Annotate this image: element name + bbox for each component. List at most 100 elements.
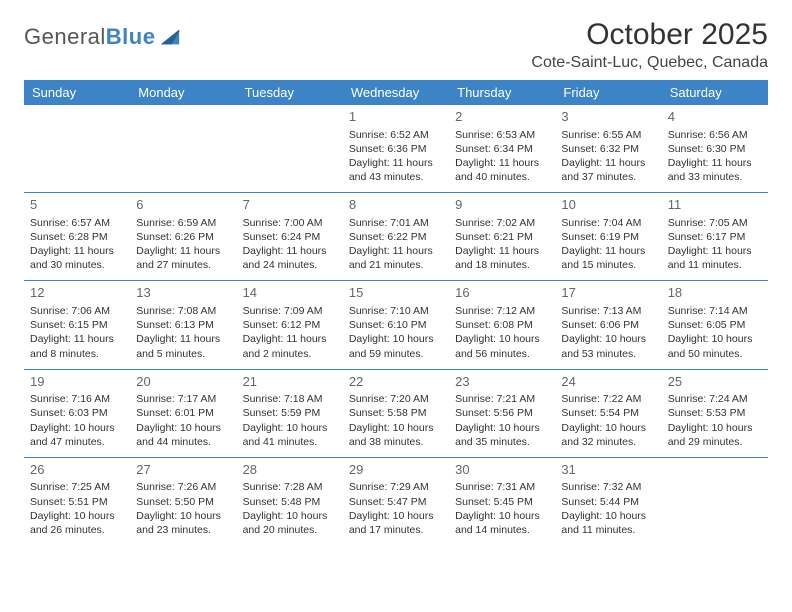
day-header: Wednesday (343, 80, 449, 105)
sunset-text: Sunset: 6:15 PM (30, 318, 124, 332)
calendar-table: SundayMondayTuesdayWednesdayThursdayFrid… (24, 80, 768, 545)
calendar-day-cell: 5Sunrise: 6:57 AMSunset: 6:28 PMDaylight… (24, 193, 130, 281)
sunset-text: Sunset: 6:12 PM (243, 318, 337, 332)
daylight-text: and 38 minutes. (349, 435, 443, 449)
sunset-text: Sunset: 6:32 PM (561, 142, 655, 156)
sunrise-text: Sunrise: 7:32 AM (561, 480, 655, 494)
sunrise-text: Sunrise: 7:20 AM (349, 392, 443, 406)
day-number: 8 (349, 196, 443, 214)
daylight-text: Daylight: 11 hours (349, 244, 443, 258)
daylight-text: and 18 minutes. (455, 258, 549, 272)
daylight-text: Daylight: 10 hours (243, 421, 337, 435)
sunset-text: Sunset: 6:24 PM (243, 230, 337, 244)
sunset-text: Sunset: 5:50 PM (136, 495, 230, 509)
sunset-text: Sunset: 6:17 PM (668, 230, 762, 244)
calendar-day-cell: 13Sunrise: 7:08 AMSunset: 6:13 PMDayligh… (130, 281, 236, 369)
day-number: 6 (136, 196, 230, 214)
day-number: 1 (349, 108, 443, 126)
daylight-text: Daylight: 11 hours (30, 244, 124, 258)
calendar-day-cell: 9Sunrise: 7:02 AMSunset: 6:21 PMDaylight… (449, 193, 555, 281)
day-number: 14 (243, 284, 337, 302)
calendar-day-cell: 8Sunrise: 7:01 AMSunset: 6:22 PMDaylight… (343, 193, 449, 281)
daylight-text: Daylight: 10 hours (668, 421, 762, 435)
day-number: 18 (668, 284, 762, 302)
daylight-text: Daylight: 11 hours (561, 244, 655, 258)
daylight-text: Daylight: 10 hours (30, 509, 124, 523)
sunset-text: Sunset: 5:45 PM (455, 495, 549, 509)
daylight-text: and 44 minutes. (136, 435, 230, 449)
daylight-text: and 32 minutes. (561, 435, 655, 449)
sunrise-text: Sunrise: 7:25 AM (30, 480, 124, 494)
daylight-text: and 5 minutes. (136, 347, 230, 361)
daylight-text: Daylight: 10 hours (455, 421, 549, 435)
day-number: 10 (561, 196, 655, 214)
daylight-text: Daylight: 10 hours (136, 509, 230, 523)
calendar-header-row: SundayMondayTuesdayWednesdayThursdayFrid… (24, 80, 768, 105)
daylight-text: Daylight: 11 hours (243, 332, 337, 346)
calendar-day-cell: 20Sunrise: 7:17 AMSunset: 6:01 PMDayligh… (130, 369, 236, 457)
daylight-text: and 37 minutes. (561, 170, 655, 184)
calendar-day-cell: 25Sunrise: 7:24 AMSunset: 5:53 PMDayligh… (662, 369, 768, 457)
daylight-text: Daylight: 11 hours (243, 244, 337, 258)
calendar-day-cell: 16Sunrise: 7:12 AMSunset: 6:08 PMDayligh… (449, 281, 555, 369)
calendar-day-cell (237, 105, 343, 193)
sunset-text: Sunset: 6:30 PM (668, 142, 762, 156)
sunset-text: Sunset: 5:58 PM (349, 406, 443, 420)
daylight-text: and 40 minutes. (455, 170, 549, 184)
daylight-text: and 41 minutes. (243, 435, 337, 449)
sunset-text: Sunset: 5:53 PM (668, 406, 762, 420)
daylight-text: and 43 minutes. (349, 170, 443, 184)
daylight-text: and 35 minutes. (455, 435, 549, 449)
day-number: 29 (349, 461, 443, 479)
daylight-text: Daylight: 10 hours (349, 509, 443, 523)
sunrise-text: Sunrise: 6:52 AM (349, 128, 443, 142)
daylight-text: and 33 minutes. (668, 170, 762, 184)
day-number: 16 (455, 284, 549, 302)
day-number: 7 (243, 196, 337, 214)
daylight-text: Daylight: 11 hours (30, 332, 124, 346)
daylight-text: and 59 minutes. (349, 347, 443, 361)
sunrise-text: Sunrise: 7:13 AM (561, 304, 655, 318)
sunrise-text: Sunrise: 6:56 AM (668, 128, 762, 142)
logo: GeneralBlue (24, 18, 181, 50)
daylight-text: and 14 minutes. (455, 523, 549, 537)
calendar-day-cell: 28Sunrise: 7:28 AMSunset: 5:48 PMDayligh… (237, 457, 343, 545)
sunset-text: Sunset: 5:59 PM (243, 406, 337, 420)
sunset-text: Sunset: 6:21 PM (455, 230, 549, 244)
calendar-day-cell: 11Sunrise: 7:05 AMSunset: 6:17 PMDayligh… (662, 193, 768, 281)
sunset-text: Sunset: 6:10 PM (349, 318, 443, 332)
daylight-text: and 29 minutes. (668, 435, 762, 449)
calendar-day-cell: 29Sunrise: 7:29 AMSunset: 5:47 PMDayligh… (343, 457, 449, 545)
logo-triangle-icon (159, 26, 181, 48)
sunset-text: Sunset: 6:03 PM (30, 406, 124, 420)
sunrise-text: Sunrise: 7:04 AM (561, 216, 655, 230)
daylight-text: Daylight: 11 hours (349, 156, 443, 170)
daylight-text: and 21 minutes. (349, 258, 443, 272)
day-number: 11 (668, 196, 762, 214)
day-number: 13 (136, 284, 230, 302)
sunrise-text: Sunrise: 6:55 AM (561, 128, 655, 142)
sunrise-text: Sunrise: 7:09 AM (243, 304, 337, 318)
month-title: October 2025 (531, 18, 768, 52)
sunset-text: Sunset: 6:19 PM (561, 230, 655, 244)
logo-word2: Blue (106, 24, 156, 49)
sunrise-text: Sunrise: 7:06 AM (30, 304, 124, 318)
daylight-text: Daylight: 11 hours (455, 156, 549, 170)
sunrise-text: Sunrise: 7:21 AM (455, 392, 549, 406)
sunrise-text: Sunrise: 7:31 AM (455, 480, 549, 494)
location: Cote-Saint-Luc, Quebec, Canada (531, 54, 768, 72)
calendar-body: 1Sunrise: 6:52 AMSunset: 6:36 PMDaylight… (24, 105, 768, 545)
daylight-text: Daylight: 10 hours (455, 332, 549, 346)
daylight-text: Daylight: 11 hours (455, 244, 549, 258)
header: GeneralBlue October 2025 Cote-Saint-Luc,… (24, 18, 768, 72)
sunset-text: Sunset: 5:56 PM (455, 406, 549, 420)
day-header: Friday (555, 80, 661, 105)
daylight-text: Daylight: 11 hours (668, 156, 762, 170)
calendar-week-row: 1Sunrise: 6:52 AMSunset: 6:36 PMDaylight… (24, 105, 768, 193)
sunrise-text: Sunrise: 7:00 AM (243, 216, 337, 230)
daylight-text: and 11 minutes. (561, 523, 655, 537)
daylight-text: and 47 minutes. (30, 435, 124, 449)
daylight-text: Daylight: 10 hours (136, 421, 230, 435)
title-block: October 2025 Cote-Saint-Luc, Quebec, Can… (531, 18, 768, 72)
daylight-text: Daylight: 10 hours (349, 421, 443, 435)
